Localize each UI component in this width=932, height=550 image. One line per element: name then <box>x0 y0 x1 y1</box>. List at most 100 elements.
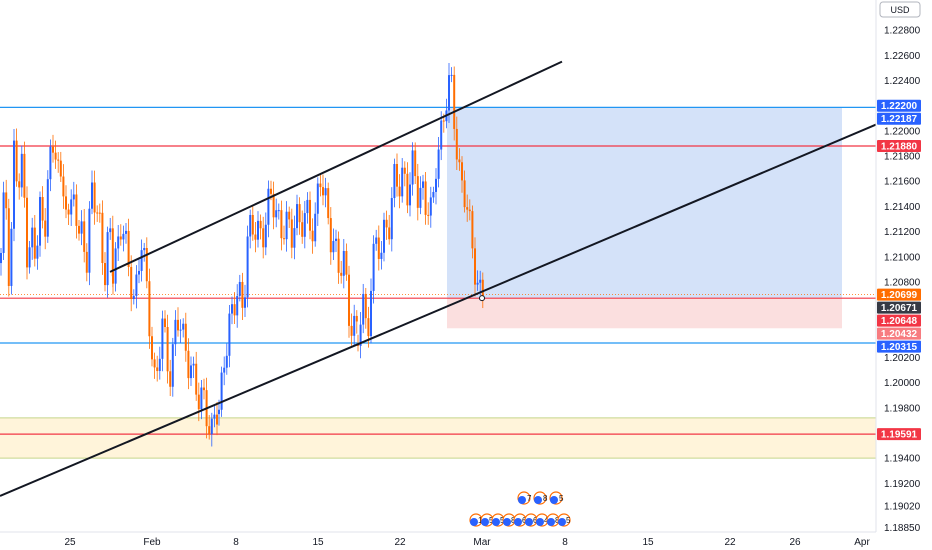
candle-149 <box>383 212 385 262</box>
candle-74 <box>190 356 192 386</box>
candle-110 <box>283 225 285 245</box>
svg-text:8: 8 <box>543 494 548 503</box>
candle-59 <box>151 326 153 367</box>
horizontal-lines-layer <box>0 106 876 435</box>
candle-164 <box>422 174 424 200</box>
candle-114 <box>293 215 296 260</box>
svg-text:1.21880: 1.21880 <box>881 141 918 152</box>
candle-65 <box>166 314 169 384</box>
trendline-touch-point <box>479 295 485 302</box>
candle-141 <box>362 283 365 334</box>
y-tick-label: 1.19020 <box>884 502 921 513</box>
candle-167 <box>429 186 432 228</box>
candle-185 <box>476 270 479 291</box>
y-tick-label: 1.21600 <box>884 177 921 188</box>
candle-28 <box>72 181 75 207</box>
candle-30 <box>78 219 80 241</box>
candle-186 <box>479 270 482 296</box>
candle-134 <box>345 243 348 281</box>
candle-70 <box>179 319 182 343</box>
candle-76 <box>195 351 198 401</box>
event-marker-top-1[interactable]: 8 <box>533 491 548 505</box>
price-label-0: 1.22200 <box>877 99 921 112</box>
x-tick-label: 22 <box>724 537 736 548</box>
candle-128 <box>329 207 332 265</box>
candle-107 <box>275 198 278 228</box>
price-label-8: 1.19591 <box>877 428 921 441</box>
candle-170 <box>437 136 440 188</box>
candle-165 <box>424 171 427 225</box>
svg-text:5: 5 <box>559 494 564 503</box>
y-tick-label: 1.21000 <box>884 252 921 263</box>
candle-36 <box>93 170 96 225</box>
candle-102 <box>262 216 265 259</box>
candle-82 <box>210 412 213 447</box>
candle-100 <box>257 211 259 248</box>
x-tick-label: Mar <box>473 537 491 548</box>
candle-27 <box>70 189 73 226</box>
candle-160 <box>411 142 414 196</box>
candle-176 <box>453 66 456 141</box>
candle-34 <box>88 201 91 286</box>
candle-64 <box>164 310 166 333</box>
candle-94 <box>241 272 244 320</box>
event-marker-top-0[interactable]: 7 <box>517 491 532 505</box>
position-stop-area <box>447 298 842 329</box>
x-tick-label: 15 <box>312 537 324 548</box>
candle-84 <box>216 402 218 436</box>
candle-61 <box>156 355 159 382</box>
candle-184 <box>474 237 476 297</box>
candle-178 <box>458 148 461 171</box>
candle-136 <box>350 313 353 346</box>
trendline-1 <box>0 123 877 497</box>
currency-badge[interactable]: USD <box>879 1 921 18</box>
candle-39 <box>101 200 104 275</box>
candle-7 <box>18 173 21 200</box>
candle-2 <box>5 179 8 220</box>
candle-72 <box>184 312 187 362</box>
y-tick-label: 1.18850 <box>884 523 921 534</box>
candle-132 <box>340 260 343 284</box>
candle-12 <box>31 217 34 260</box>
candle-131 <box>337 231 340 284</box>
candle-22 <box>57 152 60 173</box>
candle-125 <box>322 174 324 206</box>
candle-54 <box>138 258 140 284</box>
candle-133 <box>342 239 345 289</box>
candle-90 <box>231 296 233 325</box>
candle-91 <box>233 292 236 324</box>
candle-0 <box>0 247 2 276</box>
candle-41 <box>106 226 109 298</box>
candle-156 <box>401 158 404 203</box>
candle-38 <box>98 203 101 223</box>
price-label-6: 1.20432 <box>877 327 921 340</box>
event-marker-bottom-8[interactable]: 5 <box>557 513 571 527</box>
candle-168 <box>432 186 435 203</box>
event-marker-top-2[interactable]: 5 <box>549 491 564 505</box>
candle-89 <box>228 304 231 368</box>
candle-143 <box>367 306 370 348</box>
candle-60 <box>153 352 156 379</box>
candle-4 <box>10 222 13 295</box>
candle-1 <box>2 181 5 261</box>
candle-182 <box>468 199 471 221</box>
position-target-area <box>447 107 842 299</box>
candle-130 <box>335 229 337 253</box>
trendline-0 <box>109 60 563 273</box>
candle-68 <box>174 310 177 357</box>
candle-35 <box>91 170 93 215</box>
x-tick-label: Apr <box>854 537 870 548</box>
price-axis-background <box>876 0 932 550</box>
price-label-7: 1.20315 <box>877 340 921 353</box>
candle-183 <box>471 205 474 259</box>
candle-152 <box>390 187 393 252</box>
candle-123 <box>316 177 319 226</box>
candle-166 <box>427 202 430 225</box>
candle-13 <box>33 215 36 267</box>
candle-16 <box>41 186 44 229</box>
candle-101 <box>259 214 262 240</box>
svg-text:1.20648: 1.20648 <box>881 316 918 327</box>
candle-81 <box>208 415 211 440</box>
svg-text:1.20432: 1.20432 <box>881 329 918 340</box>
